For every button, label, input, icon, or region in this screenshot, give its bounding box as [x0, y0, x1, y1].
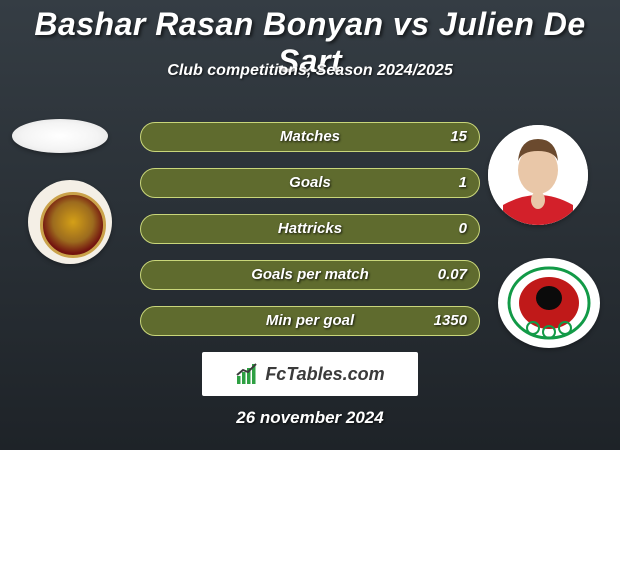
- club-left-badge: [28, 180, 112, 264]
- brand-box: FcTables.com: [202, 352, 418, 396]
- stat-bar-hattricks: Hattricks 0: [140, 214, 480, 244]
- stat-value: 15: [450, 128, 467, 145]
- stat-value: 1350: [434, 312, 467, 329]
- stat-bar-goals: Goals 1: [140, 168, 480, 198]
- background-bottom: [0, 450, 620, 580]
- stat-value: 0: [459, 220, 467, 237]
- subtitle: Club competitions, Season 2024/2025: [0, 62, 620, 80]
- comparison-infographic: Bashar Rasan Bonyan vs Julien De Sart Cl…: [0, 0, 620, 580]
- stat-label: Min per goal: [141, 312, 479, 329]
- brand-chart-icon: [235, 362, 259, 386]
- stat-bar-matches: Matches 15: [140, 122, 480, 152]
- stat-value: 0.07: [438, 266, 467, 283]
- stat-label: Goals: [141, 174, 479, 191]
- club-right-badge: [498, 258, 600, 348]
- brand-text: FcTables.com: [265, 364, 384, 385]
- stat-value: 1: [459, 174, 467, 191]
- stat-label: Hattricks: [141, 220, 479, 237]
- player-left-avatar: [12, 119, 108, 153]
- stat-bar-goals-per-match: Goals per match 0.07: [140, 260, 480, 290]
- stat-label: Matches: [141, 128, 479, 145]
- stat-label: Goals per match: [141, 266, 479, 283]
- player-right-avatar: [488, 125, 588, 225]
- date-text: 26 november 2024: [0, 408, 620, 428]
- stat-bar-min-per-goal: Min per goal 1350: [140, 306, 480, 336]
